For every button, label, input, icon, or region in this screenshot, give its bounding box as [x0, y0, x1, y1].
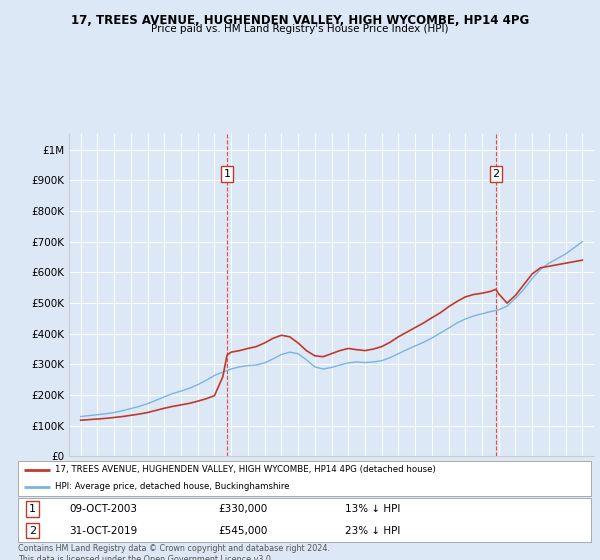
Text: £545,000: £545,000	[218, 526, 268, 535]
Text: Contains HM Land Registry data © Crown copyright and database right 2024.
This d: Contains HM Land Registry data © Crown c…	[18, 544, 330, 560]
Text: 17, TREES AVENUE, HUGHENDEN VALLEY, HIGH WYCOMBE, HP14 4PG (detached house): 17, TREES AVENUE, HUGHENDEN VALLEY, HIGH…	[55, 465, 436, 474]
Text: 1: 1	[224, 169, 230, 179]
Text: 17, TREES AVENUE, HUGHENDEN VALLEY, HIGH WYCOMBE, HP14 4PG: 17, TREES AVENUE, HUGHENDEN VALLEY, HIGH…	[71, 14, 529, 27]
Text: 09-OCT-2003: 09-OCT-2003	[70, 504, 137, 514]
Text: Price paid vs. HM Land Registry's House Price Index (HPI): Price paid vs. HM Land Registry's House …	[151, 24, 449, 34]
Text: 1: 1	[29, 504, 36, 514]
Text: 23% ↓ HPI: 23% ↓ HPI	[344, 526, 400, 535]
Text: £330,000: £330,000	[218, 504, 268, 514]
Text: HPI: Average price, detached house, Buckinghamshire: HPI: Average price, detached house, Buck…	[55, 482, 290, 492]
Text: 2: 2	[492, 169, 499, 179]
Text: 31-OCT-2019: 31-OCT-2019	[70, 526, 138, 535]
Text: 13% ↓ HPI: 13% ↓ HPI	[344, 504, 400, 514]
Text: 2: 2	[29, 526, 36, 535]
